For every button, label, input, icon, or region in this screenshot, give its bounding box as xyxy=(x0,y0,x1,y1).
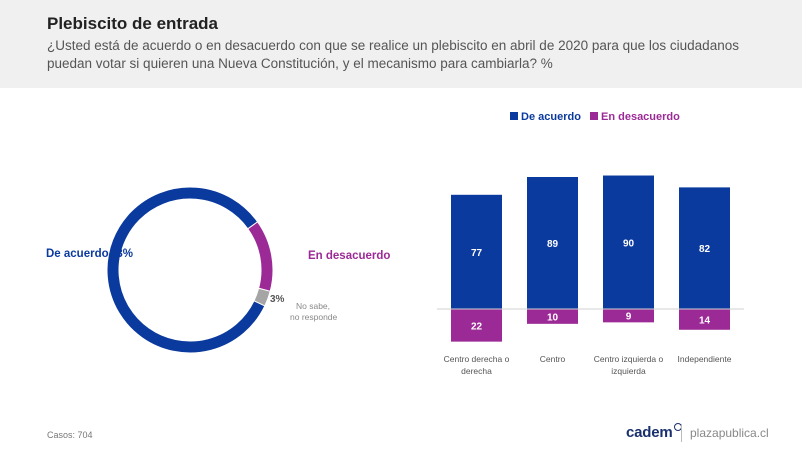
donut-slice-0 xyxy=(106,186,266,354)
bar-de-acuerdo-1 xyxy=(527,177,578,309)
brand-name: cadem xyxy=(626,424,673,441)
category-label-0-line1: Centro derecha o xyxy=(444,354,510,364)
donut-value-en-desacuerdo: 14% xyxy=(280,250,303,262)
bar-label-de-acuerdo-0: 77 xyxy=(471,248,483,259)
bar-en-desacuerdo-1 xyxy=(527,309,578,324)
bar-en-desacuerdo-3 xyxy=(679,309,730,330)
bar-label-de-acuerdo-1: 89 xyxy=(547,239,559,250)
donut-value-de-acuerdo: 83% xyxy=(110,248,133,260)
donut-label-de-acuerdo: De acuerdo xyxy=(46,248,109,260)
cases-note: Casos: 704 xyxy=(47,430,93,440)
category-label-0-line2: derecha xyxy=(461,366,492,376)
legend-label-de-acuerdo: De acuerdo xyxy=(521,111,581,123)
bar-de-acuerdo-0 xyxy=(451,194,502,309)
bar-label-de-acuerdo-2: 90 xyxy=(623,238,635,249)
page-title: Plebiscito de entrada xyxy=(47,14,218,33)
survey-question: ¿Usted está de acuerdo o en desacuerdo c… xyxy=(47,38,739,71)
bar-label-de-acuerdo-3: 82 xyxy=(699,244,711,255)
category-label-3-line1: Independiente xyxy=(678,354,732,364)
donut-label-no-sabe-1: No sabe, xyxy=(296,301,330,311)
legend-label-en-desacuerdo: En desacuerdo xyxy=(601,111,680,123)
donut-label-no-sabe-2: no responde xyxy=(290,312,338,322)
bar-de-acuerdo-3 xyxy=(679,187,730,309)
category-label-2-line1: Centro izquierda o xyxy=(594,354,664,364)
cadem-logo: cadem xyxy=(626,423,682,441)
donut-label-en-desacuerdo: En desacuerdo xyxy=(308,250,390,262)
donut-slice-1 xyxy=(247,221,274,292)
bar-label-en-desacuerdo-1: 10 xyxy=(547,312,559,323)
bar-en-desacuerdo-0 xyxy=(451,309,502,342)
bar-label-en-desacuerdo-0: 22 xyxy=(471,321,483,332)
bar-label-en-desacuerdo-3: 14 xyxy=(699,315,711,326)
bar-chart: De acuerdo En desacuerdo 77 22 Centro derech… xyxy=(437,111,744,376)
category-label-2-line2: izquierda xyxy=(611,366,646,376)
footer-divider xyxy=(681,424,682,442)
donut-value-no-sabe: 3% xyxy=(270,294,285,305)
bar-label-en-desacuerdo-2: 9 xyxy=(626,312,632,323)
legend-swatch-en-desacuerdo xyxy=(590,112,598,120)
donut-chart: De acuerdo 83% 14% En desacuerdo 3% No sabe,n… xyxy=(46,186,390,354)
category-label-1-line1: Centro xyxy=(540,354,566,364)
bar-en-desacuerdo-2 xyxy=(603,309,654,323)
header-band xyxy=(0,0,802,88)
legend-swatch-de-acuerdo xyxy=(510,112,518,120)
bar-de-acuerdo-2 xyxy=(603,175,654,309)
site-url: plazapublica.cl xyxy=(690,426,769,440)
